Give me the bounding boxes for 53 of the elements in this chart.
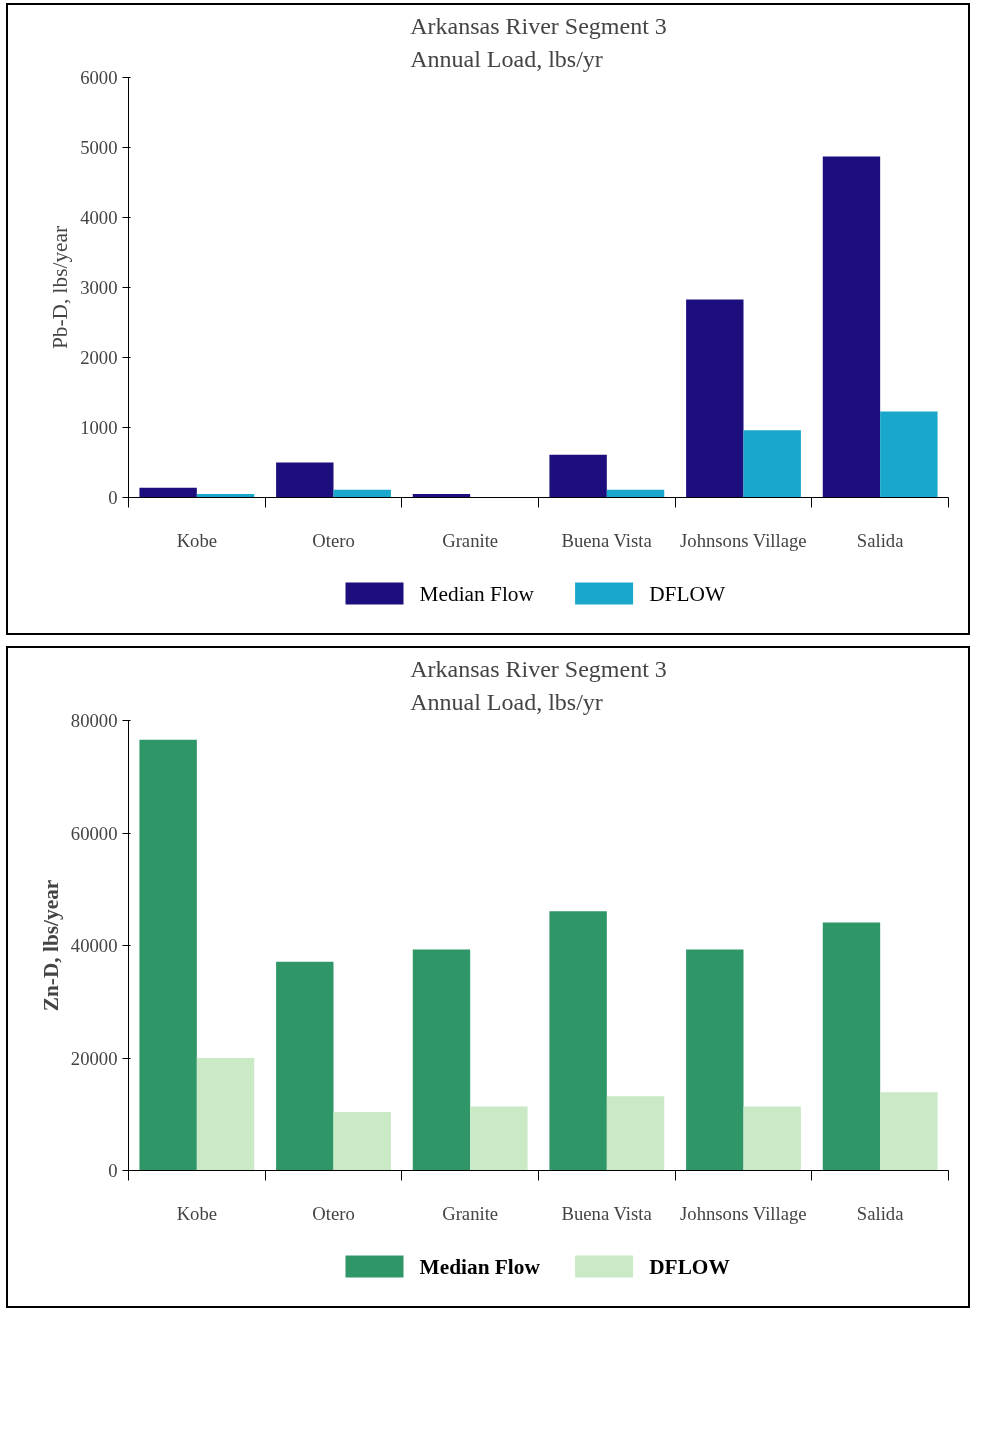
x-tick-label: Granite: [442, 1202, 499, 1224]
bar: [333, 489, 391, 498]
bar: [743, 1106, 801, 1171]
bar: [276, 961, 334, 1171]
bar: [470, 1106, 528, 1171]
x-tick-label: Buena Vista: [561, 1202, 653, 1224]
y-tick-label: 6000: [80, 67, 118, 88]
y-tick-label: 3000: [80, 277, 118, 298]
x-tick-label: Johnsons Village: [680, 1202, 807, 1224]
bar: [139, 739, 197, 1171]
bar: [549, 911, 607, 1171]
chart-title: Arkansas River Segment 3 Annual Load, lbs/yr: [410, 655, 667, 716]
legend-label: Median Flow: [419, 581, 535, 606]
bar: [412, 949, 471, 1171]
y-tick-label: 0: [108, 1160, 118, 1181]
bar: [686, 299, 744, 498]
bar: [606, 1096, 665, 1171]
bar: [606, 489, 665, 498]
x-tick-label: Kobe: [176, 529, 218, 551]
bar: [686, 949, 744, 1171]
x-tick-label: Johnsons Village: [680, 529, 807, 551]
x-tick-label: Otero: [312, 1202, 355, 1224]
bar: [822, 156, 881, 498]
y-axis-title: Pb-D, lbs/year: [48, 225, 73, 350]
y-tick-label: 5000: [80, 137, 118, 158]
x-tick-label: Buena Vista: [561, 529, 653, 551]
y-tick-label: 4000: [80, 207, 118, 228]
bar: [880, 1092, 938, 1171]
legend-label: Median Flow: [419, 1254, 541, 1279]
y-tick-label: 20000: [70, 1047, 118, 1069]
bar: [139, 487, 197, 498]
bar: [333, 1112, 391, 1171]
y-tick-label: 60000: [70, 822, 118, 844]
y-tick-label: 0: [108, 487, 118, 508]
bar: [880, 411, 938, 498]
chart-title: Arkansas River Segment 3 Annual Load, lbs/yr: [410, 12, 667, 73]
bar: [549, 454, 607, 498]
x-tick-label: Kobe: [176, 1202, 218, 1224]
y-axis-title: Zn-D, lbs/year: [38, 879, 63, 1012]
legend-label: DFLOW: [649, 581, 726, 606]
x-tick-label: Salida: [856, 529, 905, 551]
bar: [196, 1058, 255, 1171]
x-tick-label: Granite: [442, 529, 499, 551]
bar: [276, 462, 334, 498]
y-tick-label: 80000: [70, 710, 118, 731]
legend-label: DFLOW: [649, 1254, 730, 1279]
y-tick-label: 2000: [80, 347, 118, 368]
bar: [743, 430, 801, 498]
y-tick-label: 1000: [80, 417, 118, 438]
x-tick-label: Salida: [856, 1202, 905, 1224]
bar: [822, 922, 881, 1171]
y-tick-label: 40000: [70, 935, 118, 956]
x-tick-label: Otero: [312, 529, 355, 551]
